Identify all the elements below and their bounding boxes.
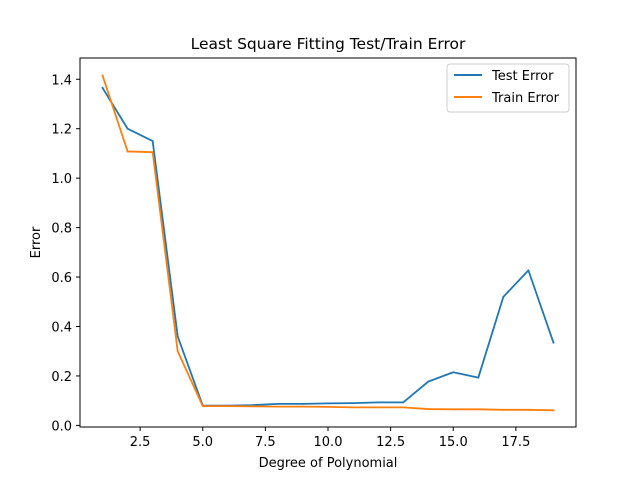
data-point-train-error <box>151 151 154 154</box>
data-point-test-error <box>101 87 104 89</box>
y-axis-label: Error <box>29 226 44 258</box>
legend: Test Error Train Error <box>446 63 570 113</box>
legend-label-train-error: Train Error <box>491 91 560 106</box>
y-tick-label: 1.4 <box>51 73 72 88</box>
data-point-train-error <box>502 408 505 411</box>
data-point-train-error <box>302 405 304 408</box>
x-axis-label: Degree of Polynomial <box>259 456 398 471</box>
plot-area-frame <box>79 57 577 428</box>
data-point-test-error <box>327 402 329 405</box>
data-point-test-error <box>126 127 129 130</box>
data-point-test-error <box>552 341 555 344</box>
y-tick-label: 1.2 <box>51 123 72 138</box>
data-point-train-error <box>101 74 104 77</box>
data-point-test-error <box>302 402 304 405</box>
data-point-test-error <box>151 140 154 142</box>
data-point-train-error <box>452 408 455 411</box>
data-point-train-error <box>352 406 354 409</box>
data-point-train-error <box>477 408 480 411</box>
data-point-test-error <box>452 371 455 374</box>
data-point-test-error <box>176 335 179 338</box>
y-tick-label: 0.4 <box>51 320 72 335</box>
y-tick-label: 0.2 <box>51 370 72 385</box>
data-point-test-error <box>527 269 530 272</box>
chart-title: Least Square Fitting Test/Train Error <box>191 35 466 53</box>
data-point-train-error <box>402 406 405 409</box>
data-point-test-error <box>502 295 505 298</box>
x-tick-label: 10.0 <box>314 435 343 450</box>
data-point-train-error <box>527 408 530 411</box>
data-point-train-error <box>276 405 279 408</box>
data-point-train-error <box>226 405 229 408</box>
data-point-test-error <box>477 376 480 379</box>
legend-label-test-error: Test Error <box>491 69 554 84</box>
x-tick-label: 2.5 <box>130 435 151 450</box>
data-point-train-error <box>251 405 254 408</box>
data-point-train-error <box>126 150 129 153</box>
data-point-train-error <box>427 408 430 410</box>
data-point-test-error <box>427 380 430 383</box>
x-tick-label: 15.0 <box>439 435 468 450</box>
x-tick-label: 7.5 <box>255 435 276 450</box>
data-point-test-error <box>377 401 380 404</box>
data-point-train-error <box>201 405 204 408</box>
data-point-train-error <box>327 405 329 408</box>
data-point-test-error <box>402 401 405 404</box>
data-point-test-error <box>276 402 279 405</box>
y-tick-label: 0.0 <box>51 419 72 434</box>
y-tick-label: 0.6 <box>51 271 72 286</box>
x-tick-label: 12.5 <box>376 435 405 450</box>
y-tick-label: 0.8 <box>51 222 72 237</box>
x-tick-label: 17.5 <box>501 435 530 450</box>
data-point-train-error <box>176 350 179 353</box>
data-point-train-error <box>377 406 380 409</box>
data-point-test-error <box>352 402 354 405</box>
y-tick-label: 1.0 <box>51 172 72 187</box>
x-tick-label: 5.0 <box>192 435 213 450</box>
data-point-train-error <box>552 409 555 412</box>
